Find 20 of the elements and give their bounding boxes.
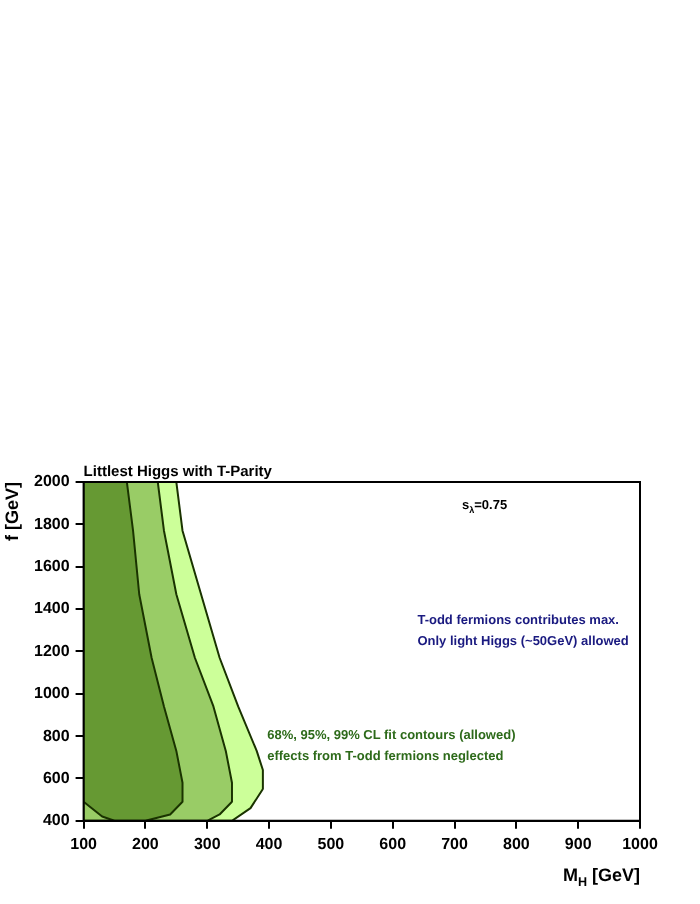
x-tick-label: 800 bbox=[502, 834, 531, 853]
y-tick-label: 800 bbox=[42, 726, 71, 745]
y-tick-label: 400 bbox=[42, 811, 71, 830]
y-tick-label: 1800 bbox=[34, 514, 71, 533]
x-tick-label: 400 bbox=[255, 834, 284, 853]
y-tick-label: 600 bbox=[42, 768, 71, 787]
y-tick-label: 1200 bbox=[34, 641, 71, 660]
x-tick-label: 900 bbox=[564, 834, 593, 853]
x-tick-label: 500 bbox=[317, 834, 346, 853]
y-tick-label: 1400 bbox=[34, 599, 71, 618]
x-tick-label: 100 bbox=[70, 834, 99, 853]
x-tick-label: 200 bbox=[132, 834, 160, 853]
y-tick-label: 1600 bbox=[34, 557, 71, 576]
x-tick-label: 700 bbox=[441, 834, 469, 853]
x-tick-label: 600 bbox=[379, 834, 408, 853]
y-axis-title: f [GeV] bbox=[2, 481, 22, 541]
x-tick-label: 1000 bbox=[622, 834, 659, 853]
y-tick-label: 2000 bbox=[34, 472, 71, 491]
x-tick-label: 300 bbox=[193, 834, 222, 853]
y-tick-label: 1000 bbox=[34, 684, 71, 703]
